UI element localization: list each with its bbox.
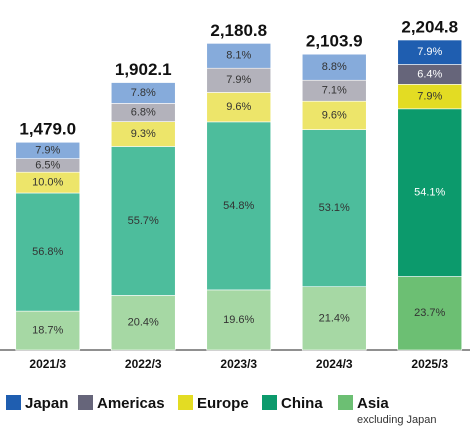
legend-swatch (178, 395, 193, 410)
legend-label: Japan (25, 395, 68, 412)
segment-label: 7.9% (417, 46, 442, 58)
bar-segment (397, 108, 463, 277)
bar-segment (397, 84, 463, 110)
bar-segment (110, 146, 176, 296)
bar-segment (301, 129, 367, 287)
segment-label: 8.8% (322, 61, 347, 73)
segment-label: 19.6% (223, 314, 254, 326)
segment-label: 56.8% (32, 246, 63, 258)
segment-label: 7.8% (131, 87, 156, 99)
segment-label: 20.4% (128, 317, 159, 329)
bar-segment (301, 286, 367, 351)
segment-label: 9.3% (131, 128, 156, 140)
segment-label: 53.1% (319, 202, 350, 214)
segment-label: 21.4% (319, 312, 350, 324)
total-label: 1,479.0 (19, 120, 76, 139)
legend-swatch (6, 395, 21, 410)
segment-label: 6.5% (35, 159, 60, 171)
legend-swatch (338, 395, 353, 410)
bar-segment (206, 92, 272, 123)
bar-segment (397, 39, 463, 65)
bar-segment (206, 67, 272, 93)
legend-label: Americas (97, 395, 165, 412)
bar-segment (110, 295, 176, 351)
bar-segment (15, 310, 81, 351)
legend-label: Europe (197, 395, 249, 412)
total-label: 2,180.8 (210, 21, 267, 40)
legend-swatch (78, 395, 93, 410)
bar-segment (206, 121, 272, 291)
segment-label: 6.8% (131, 106, 156, 118)
segment-label: 7.9% (226, 74, 251, 86)
x-tick-label: 2024/3 (316, 357, 353, 371)
legend-note: excluding Japan (357, 414, 437, 426)
segment-label: 7.1% (322, 85, 347, 97)
segment-label: 54.8% (223, 200, 254, 212)
bar-segment (301, 100, 367, 130)
legend-label: Asia (357, 395, 389, 412)
segment-label: 9.6% (226, 101, 251, 113)
x-tick-label: 2023/3 (220, 357, 257, 371)
segment-label: 7.9% (35, 144, 60, 156)
legend-swatch (262, 395, 277, 410)
total-label: 2,204.8 (401, 17, 458, 36)
bar-segment (206, 43, 272, 69)
x-tick-label: 2025/3 (411, 357, 448, 371)
segment-label: 9.6% (322, 109, 347, 121)
x-tick-label: 2021/3 (29, 357, 66, 371)
total-label: 1,902.1 (115, 60, 172, 79)
segment-label: 23.7% (414, 307, 445, 319)
bar-segment (15, 141, 81, 159)
bar-segment (110, 82, 176, 104)
bar-segment (301, 53, 367, 81)
segment-label: 18.7% (32, 324, 63, 336)
segment-label: 54.1% (414, 187, 445, 199)
total-label: 2,103.9 (306, 32, 363, 51)
segment-label: 10.0% (32, 177, 63, 189)
segment-label: 55.7% (128, 215, 159, 227)
bar-segment (15, 192, 81, 312)
bar-segment (110, 121, 176, 147)
segment-label: 6.4% (417, 68, 442, 80)
segment-label: 7.9% (417, 90, 442, 102)
bar-segment (206, 289, 272, 351)
legend-label: China (281, 395, 323, 412)
x-tick-label: 2022/3 (125, 357, 162, 371)
segment-label: 8.1% (226, 50, 251, 62)
